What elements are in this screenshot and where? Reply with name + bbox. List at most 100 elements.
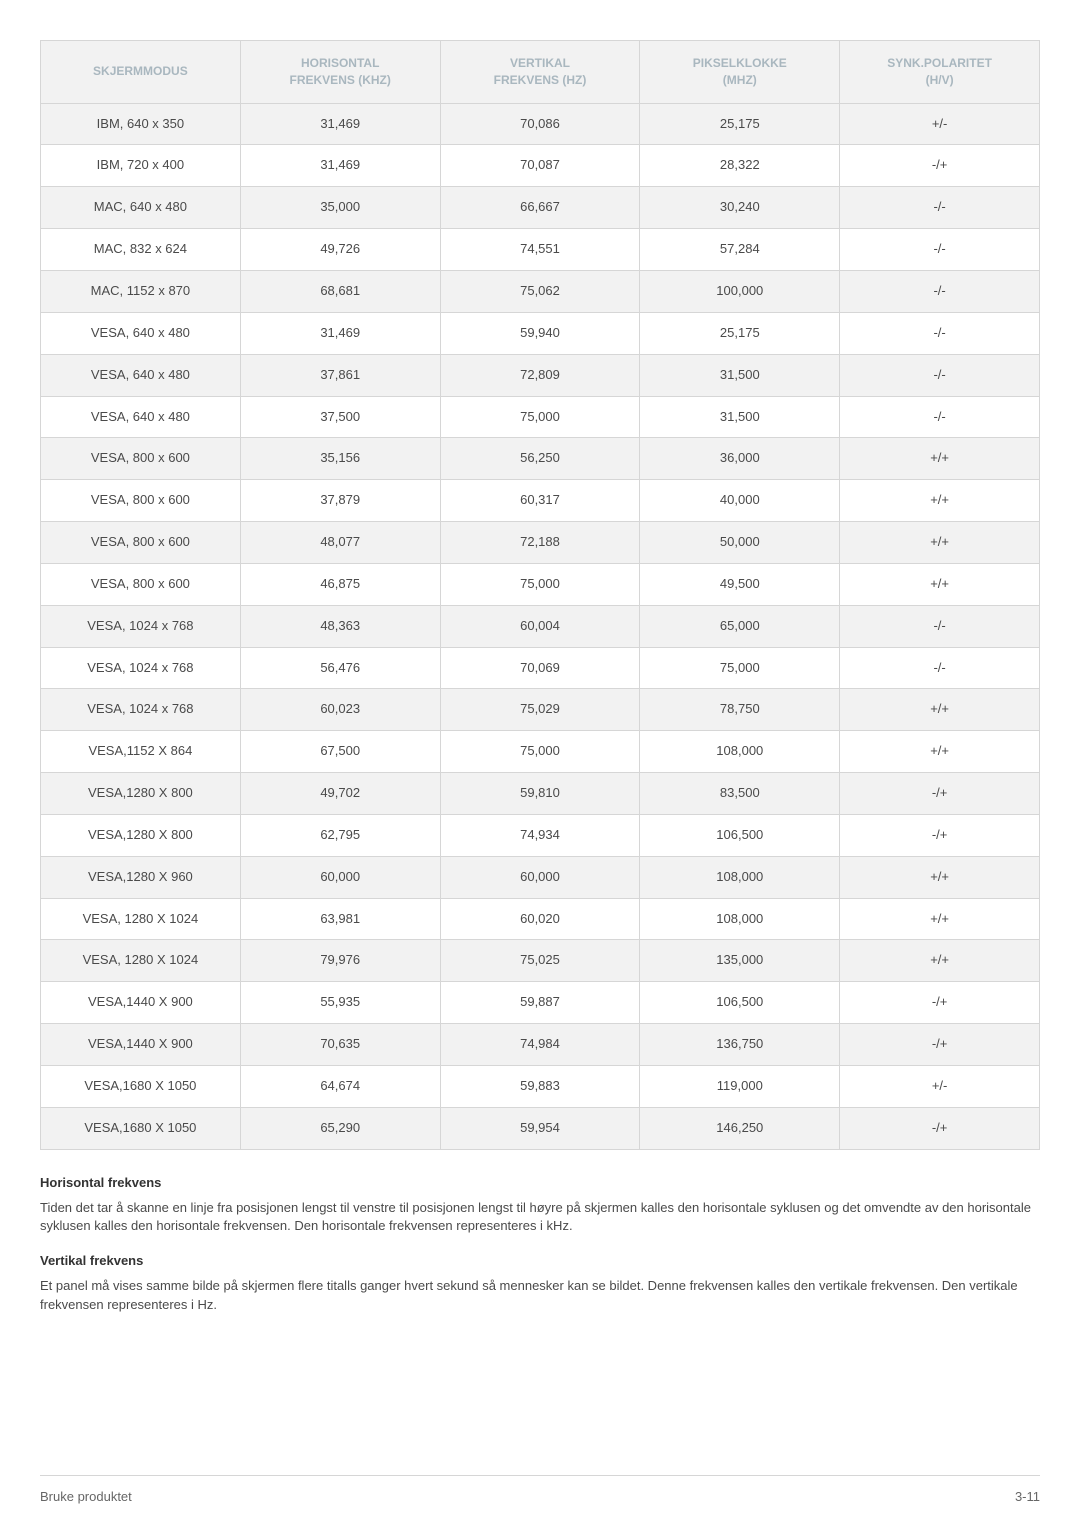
table-cell: 64,674 [240, 1066, 440, 1108]
table-cell: -/- [840, 647, 1040, 689]
table-cell: -/- [840, 605, 1040, 647]
table-row: VESA, 640 x 48031,46959,94025,175-/- [41, 312, 1040, 354]
table-cell: -/+ [840, 773, 1040, 815]
table-cell: 37,861 [240, 354, 440, 396]
table-cell: 49,500 [640, 563, 840, 605]
table-cell: 35,156 [240, 438, 440, 480]
table-cell: 100,000 [640, 270, 840, 312]
section-heading: Horisontal frekvens [40, 1174, 1040, 1193]
col-header-syncpol: SYNK.POLARITET(H/V) [840, 41, 1040, 104]
table-cell: 48,363 [240, 605, 440, 647]
table-row: MAC, 832 x 62449,72674,55157,284-/- [41, 229, 1040, 271]
section-body: Et panel må vises samme bilde på skjerme… [40, 1277, 1040, 1315]
table-cell: 70,069 [440, 647, 640, 689]
table-cell: VESA, 640 x 480 [41, 396, 241, 438]
table-row: VESA, 800 x 60037,87960,31740,000+/+ [41, 480, 1040, 522]
section-body: Tiden det tar å skanne en linje fra posi… [40, 1199, 1040, 1237]
table-cell: VESA, 1024 x 768 [41, 689, 241, 731]
table-cell: VESA,1680 X 1050 [41, 1107, 241, 1149]
table-cell: -/+ [840, 145, 1040, 187]
table-cell: -/- [840, 312, 1040, 354]
table-cell: 136,750 [640, 1024, 840, 1066]
table-cell: -/- [840, 396, 1040, 438]
table-cell: 146,250 [640, 1107, 840, 1149]
section-heading: Vertikal frekvens [40, 1252, 1040, 1271]
table-row: MAC, 640 x 48035,00066,66730,240-/- [41, 187, 1040, 229]
col-header-hfreq: HORISONTALFREKVENS (KHZ) [240, 41, 440, 104]
table-cell: +/+ [840, 940, 1040, 982]
table-cell: 74,984 [440, 1024, 640, 1066]
table-row: VESA,1680 X 105064,67459,883119,000+/- [41, 1066, 1040, 1108]
table-cell: 75,025 [440, 940, 640, 982]
col-header-pixelclock: PIKSELKLOKKE(MHZ) [640, 41, 840, 104]
table-row: VESA, 1280 X 102479,97675,025135,000+/+ [41, 940, 1040, 982]
table-cell: IBM, 720 x 400 [41, 145, 241, 187]
table-cell: 37,879 [240, 480, 440, 522]
table-cell: 75,062 [440, 270, 640, 312]
table-cell: -/- [840, 354, 1040, 396]
table-cell: VESA,1440 X 900 [41, 1024, 241, 1066]
table-cell: 36,000 [640, 438, 840, 480]
col-header-vfreq: VERTIKALFREKVENS (HZ) [440, 41, 640, 104]
table-cell: VESA, 800 x 600 [41, 563, 241, 605]
table-cell: 40,000 [640, 480, 840, 522]
table-row: VESA, 1024 x 76860,02375,02978,750+/+ [41, 689, 1040, 731]
table-cell: 60,023 [240, 689, 440, 731]
table-cell: 60,317 [440, 480, 640, 522]
table-cell: 55,935 [240, 982, 440, 1024]
table-cell: 31,500 [640, 354, 840, 396]
table-cell: 63,981 [240, 898, 440, 940]
table-cell: VESA,1280 X 800 [41, 814, 241, 856]
table-cell: 108,000 [640, 898, 840, 940]
table-cell: -/+ [840, 814, 1040, 856]
table-cell: 60,020 [440, 898, 640, 940]
table-cell: VESA, 800 x 600 [41, 522, 241, 564]
table-cell: +/- [840, 1066, 1040, 1108]
table-cell: VESA, 1280 X 1024 [41, 940, 241, 982]
table-row: VESA, 800 x 60035,15656,25036,000+/+ [41, 438, 1040, 480]
table-cell: 49,726 [240, 229, 440, 271]
table-cell: 75,029 [440, 689, 640, 731]
table-cell: 57,284 [640, 229, 840, 271]
table-cell: 59,883 [440, 1066, 640, 1108]
table-cell: VESA, 800 x 600 [41, 438, 241, 480]
footer-right: 3-11 [1015, 1488, 1040, 1507]
table-cell: 59,940 [440, 312, 640, 354]
table-cell: 49,702 [240, 773, 440, 815]
table-cell: 46,875 [240, 563, 440, 605]
table-row: VESA, 1024 x 76856,47670,06975,000-/- [41, 647, 1040, 689]
table-row: VESA,1152 X 86467,50075,000108,000+/+ [41, 731, 1040, 773]
table-cell: VESA, 1024 x 768 [41, 605, 241, 647]
table-cell: +/+ [840, 438, 1040, 480]
timing-modes-table: SKJERMMODUS HORISONTALFREKVENS (KHZ) VER… [40, 40, 1040, 1150]
table-cell: 75,000 [440, 563, 640, 605]
table-cell: 31,469 [240, 145, 440, 187]
table-cell: VESA, 640 x 480 [41, 354, 241, 396]
table-cell: +/+ [840, 689, 1040, 731]
table-cell: +/- [840, 103, 1040, 145]
table-cell: 67,500 [240, 731, 440, 773]
table-cell: VESA,1680 X 1050 [41, 1066, 241, 1108]
table-cell: 70,086 [440, 103, 640, 145]
header-row: SKJERMMODUS HORISONTALFREKVENS (KHZ) VER… [41, 41, 1040, 104]
table-cell: VESA, 800 x 600 [41, 480, 241, 522]
table-cell: 135,000 [640, 940, 840, 982]
table-cell: VESA,1440 X 900 [41, 982, 241, 1024]
table-cell: 65,290 [240, 1107, 440, 1149]
table-cell: 75,000 [440, 396, 640, 438]
table-cell: 28,322 [640, 145, 840, 187]
table-cell: 70,087 [440, 145, 640, 187]
table-cell: VESA, 640 x 480 [41, 312, 241, 354]
table-cell: 59,810 [440, 773, 640, 815]
table-cell: 50,000 [640, 522, 840, 564]
table-row: VESA, 640 x 48037,86172,80931,500-/- [41, 354, 1040, 396]
table-row: VESA,1280 X 96060,00060,000108,000+/+ [41, 856, 1040, 898]
table-row: VESA, 640 x 48037,50075,00031,500-/- [41, 396, 1040, 438]
table-cell: 59,887 [440, 982, 640, 1024]
page-footer: Bruke produktet 3-11 [40, 1475, 1040, 1507]
table-cell: 108,000 [640, 856, 840, 898]
table-cell: +/+ [840, 898, 1040, 940]
table-cell: -/- [840, 187, 1040, 229]
table-cell: +/+ [840, 480, 1040, 522]
table-row: VESA, 1024 x 76848,36360,00465,000-/- [41, 605, 1040, 647]
